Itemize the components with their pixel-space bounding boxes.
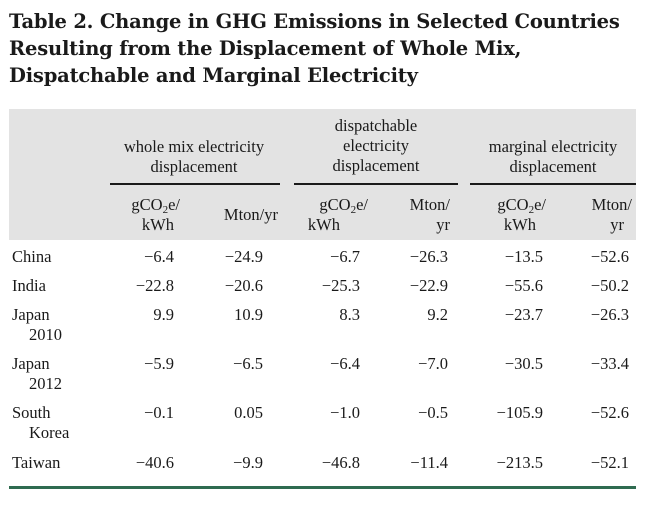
table-cell: −55.6: [504, 276, 543, 295]
table-cell: −6.5: [233, 354, 263, 373]
table-cell: 10.9: [234, 305, 263, 324]
group-header-line: dispatchable: [334, 116, 418, 135]
table-cell: −13.5: [504, 247, 543, 266]
table-cell: 8.3: [339, 305, 360, 324]
table-bottom-rule: [9, 486, 636, 489]
row-label-line: Japan: [12, 354, 50, 373]
table-cell: −213.5: [496, 453, 543, 472]
row-label: Taiwan: [12, 453, 60, 473]
row-label-line: China: [12, 247, 52, 266]
row-label-line: Taiwan: [12, 453, 61, 472]
table-cell: −26.3: [590, 305, 629, 324]
table-cell: 0.05: [234, 403, 263, 422]
table-cell: −5.9: [144, 354, 174, 373]
table-cell: −50.2: [590, 276, 629, 295]
group-header-dispatchable: dispatchable electricity displacement: [294, 116, 458, 176]
row-label: Japan 2010: [12, 305, 62, 345]
row-label: China: [12, 247, 51, 267]
unit-header-gco2-marginal: gCO2e/ kWh: [497, 195, 546, 234]
group-header-line: displacement: [332, 156, 420, 175]
group-header-line: whole mix electricity: [123, 137, 265, 156]
group-header-line: displacement: [150, 157, 238, 176]
title-line-2: Resulting from the Displacement of Whole…: [9, 37, 522, 60]
table-cell: −0.5: [418, 403, 448, 422]
table-cell: −52.1: [590, 453, 629, 472]
table-cell: −23.7: [504, 305, 543, 324]
table-cell: −11.4: [410, 453, 448, 472]
unit-header-gco2-whole-mix: gCO2e/ kWh: [131, 195, 180, 234]
table-cell: 9.9: [153, 305, 174, 324]
table-cell: −30.5: [504, 354, 543, 373]
row-label-line: 2010: [29, 325, 62, 344]
unit-header-mton-whole-mix: Mton/yr: [223, 205, 278, 224]
row-label-line: Korea: [29, 423, 70, 442]
row-label: India: [12, 276, 46, 296]
table-cell: −24.9: [224, 247, 263, 266]
group-header-marginal: marginal electricity displacement: [470, 137, 636, 177]
row-label: South Korea: [12, 403, 69, 443]
table-cell: −7.0: [418, 354, 448, 373]
table-cell: −9.9: [233, 453, 263, 472]
table-header-band: [9, 109, 636, 240]
unit-header-mton-marginal: Mton/ yr: [591, 195, 632, 234]
row-label-line: 2012: [29, 374, 62, 393]
title-line-3: Dispatchable and Marginal Electricity: [9, 64, 418, 87]
table-cell: −46.8: [321, 453, 360, 472]
table-cell: −105.9: [496, 403, 543, 422]
table-cell: −6.4: [144, 247, 174, 266]
table-cell: −52.6: [590, 247, 629, 266]
table-cell: −1.0: [330, 403, 360, 422]
table-cell: −22.8: [135, 276, 174, 295]
table-cell: −52.6: [590, 403, 629, 422]
title-line-1: Table 2. Change in GHG Emissions in Sele…: [9, 10, 620, 33]
unit-header-mton-dispatchable: Mton/ yr: [409, 195, 450, 234]
table-title: Table 2. Change in GHG Emissions in Sele…: [9, 8, 639, 89]
group-rule-dispatchable: [294, 183, 458, 185]
row-label-line: Japan: [12, 305, 50, 324]
table-cell: −6.4: [330, 354, 360, 373]
row-label: Japan 2012: [12, 354, 62, 394]
group-rule-whole-mix: [110, 183, 280, 185]
table-cell: −33.4: [590, 354, 629, 373]
table-cell: −22.9: [409, 276, 448, 295]
group-header-line: marginal electricity: [488, 137, 618, 156]
group-header-whole-mix: whole mix electricity displacement: [108, 137, 280, 177]
group-rule-marginal: [470, 183, 636, 185]
table-cell: −6.7: [330, 247, 360, 266]
table-cell: −25.3: [321, 276, 360, 295]
table-cell: −40.6: [135, 453, 174, 472]
table-cell: 9.2: [427, 305, 448, 324]
group-header-line: electricity: [343, 136, 409, 155]
row-label-line: India: [12, 276, 46, 295]
table-cell: −0.1: [144, 403, 174, 422]
group-header-line: displacement: [509, 157, 597, 176]
table-cell: −20.6: [224, 276, 263, 295]
table-cell: −26.3: [409, 247, 448, 266]
unit-header-gco2-dispatchable: gCO2e/ kWh: [307, 195, 368, 234]
row-label-line: South: [12, 403, 51, 422]
